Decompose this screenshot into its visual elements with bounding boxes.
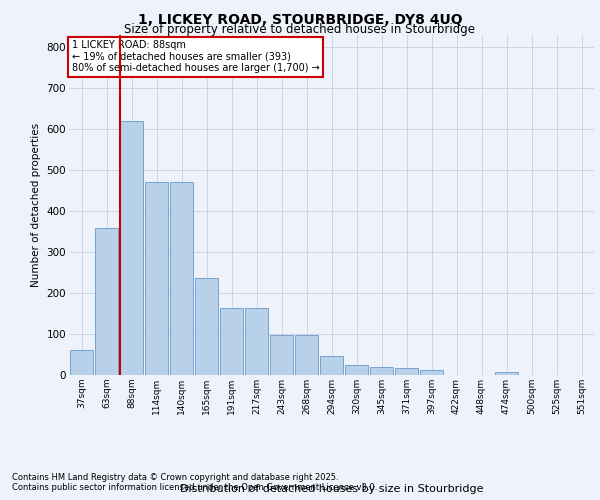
Bar: [245, 308, 268, 375]
Text: Contains HM Land Registry data © Crown copyright and database right 2025.: Contains HM Land Registry data © Crown c…: [12, 474, 338, 482]
Bar: [220, 308, 243, 375]
Bar: [345, 365, 368, 375]
Bar: [495, 372, 518, 375]
Bar: [120, 121, 143, 375]
Bar: [95, 228, 118, 375]
Text: 1 LICKEY ROAD: 88sqm
← 19% of detached houses are smaller (393)
80% of semi-deta: 1 LICKEY ROAD: 88sqm ← 19% of detached h…: [71, 40, 319, 74]
Bar: [145, 182, 168, 375]
Bar: [420, 370, 443, 375]
Bar: [270, 336, 293, 375]
Text: Size of property relative to detached houses in Stourbridge: Size of property relative to detached ho…: [125, 22, 476, 36]
Bar: [370, 367, 393, 375]
X-axis label: Distribution of detached houses by size in Stourbridge: Distribution of detached houses by size …: [180, 484, 483, 494]
Bar: [170, 182, 193, 375]
Bar: [70, 350, 93, 375]
Y-axis label: Number of detached properties: Number of detached properties: [31, 123, 41, 287]
Bar: [195, 278, 218, 375]
Bar: [320, 356, 343, 375]
Bar: [395, 368, 418, 375]
Bar: [295, 336, 318, 375]
Text: 1, LICKEY ROAD, STOURBRIDGE, DY8 4UQ: 1, LICKEY ROAD, STOURBRIDGE, DY8 4UQ: [137, 12, 463, 26]
Text: Contains public sector information licensed under the Open Government Licence v3: Contains public sector information licen…: [12, 484, 377, 492]
